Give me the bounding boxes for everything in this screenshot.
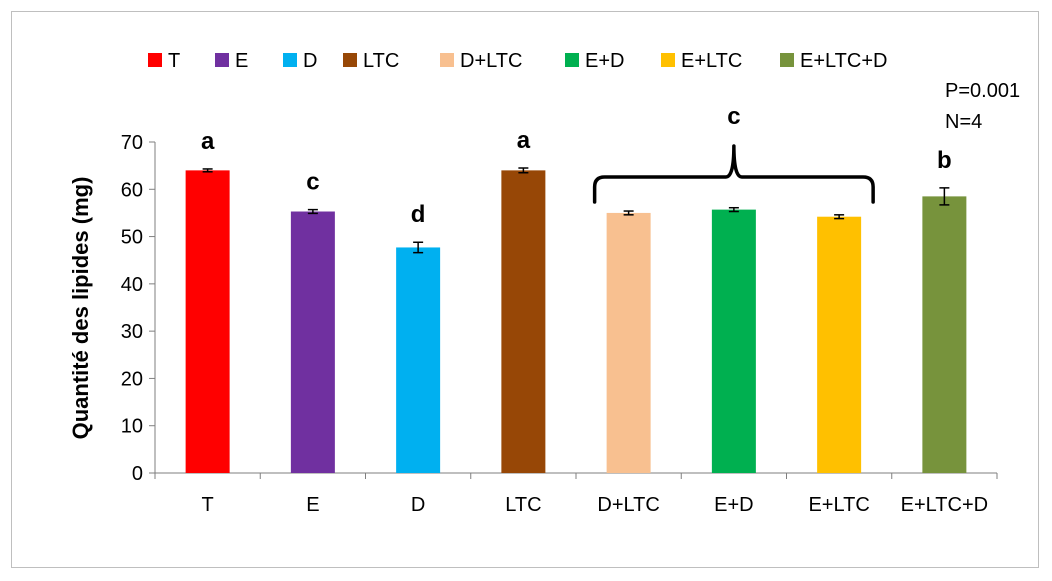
x-axis: T E D LTC D+LTC E+D E+LTC E+LTC+D <box>154 472 998 516</box>
x-tick-label: E+LTC <box>808 494 869 516</box>
bar-e-ltc-d <box>922 196 967 473</box>
y-tick-label: 20 <box>121 368 143 390</box>
x-tick-label: T <box>202 494 214 516</box>
legend-swatch <box>565 53 579 67</box>
legend-label: D <box>303 50 317 72</box>
legend-swatch <box>215 53 229 67</box>
y-tick-label: 10 <box>121 416 143 438</box>
error-bars <box>202 167 950 254</box>
y-tick-label: 30 <box>121 321 143 343</box>
legend-label: E+LTC+D <box>800 50 887 72</box>
bar-ltc <box>501 170 546 473</box>
group-significance-letter: c <box>727 103 740 130</box>
x-tick-label: LTC <box>505 494 541 516</box>
legend: T E D LTC D+LTC E+D E+LTC E+LTC+D <box>148 50 887 72</box>
x-tick-label: D <box>411 494 425 516</box>
x-tick-label: E+LTC+D <box>901 494 988 516</box>
bar-d <box>396 247 441 473</box>
group-brace: c <box>592 103 875 204</box>
sample-size-annotation: N=4 <box>945 111 982 133</box>
y-tick-label: 70 <box>121 132 143 154</box>
significance-letter: a <box>201 128 215 155</box>
bar-t <box>185 170 230 473</box>
significance-letter: b <box>937 147 952 174</box>
y-tick-label: 0 <box>132 463 143 485</box>
x-tick-label: E+D <box>714 494 753 516</box>
legend-label: D+LTC <box>460 50 522 72</box>
legend-label: E <box>235 50 248 72</box>
legend-label: E+LTC <box>681 50 742 72</box>
legend-swatch <box>148 53 162 67</box>
p-value-annotation: P=0.001 <box>945 80 1020 102</box>
y-tick-label: 60 <box>121 179 143 201</box>
legend-swatch <box>661 53 675 67</box>
legend-swatch <box>343 53 357 67</box>
legend-swatch <box>283 53 297 67</box>
x-tick-label: D+LTC <box>597 494 659 516</box>
significance-letter: a <box>517 127 531 154</box>
y-tick-label: 50 <box>121 227 143 249</box>
y-tick-label: 40 <box>121 274 143 296</box>
y-axis: 0 10 20 30 40 50 60 70 <box>121 132 156 485</box>
bar-e-d <box>711 209 756 473</box>
bar-e <box>290 211 335 473</box>
bar-e-ltc <box>817 216 862 473</box>
legend-label: E+D <box>585 50 624 72</box>
x-tick-label: E <box>306 494 319 516</box>
significance-letters: a c d a b <box>201 127 952 228</box>
bar-d-ltc <box>606 212 651 473</box>
y-axis-title: Quantité des lipides (mg) <box>68 177 93 440</box>
legend-swatch <box>440 53 454 67</box>
significance-letter: d <box>411 201 426 228</box>
bars <box>185 170 967 473</box>
group-brace-path <box>592 144 875 204</box>
significance-letter: c <box>306 169 319 196</box>
legend-swatch <box>780 53 794 67</box>
legend-label: LTC <box>363 50 399 72</box>
legend-label: T <box>168 50 180 72</box>
